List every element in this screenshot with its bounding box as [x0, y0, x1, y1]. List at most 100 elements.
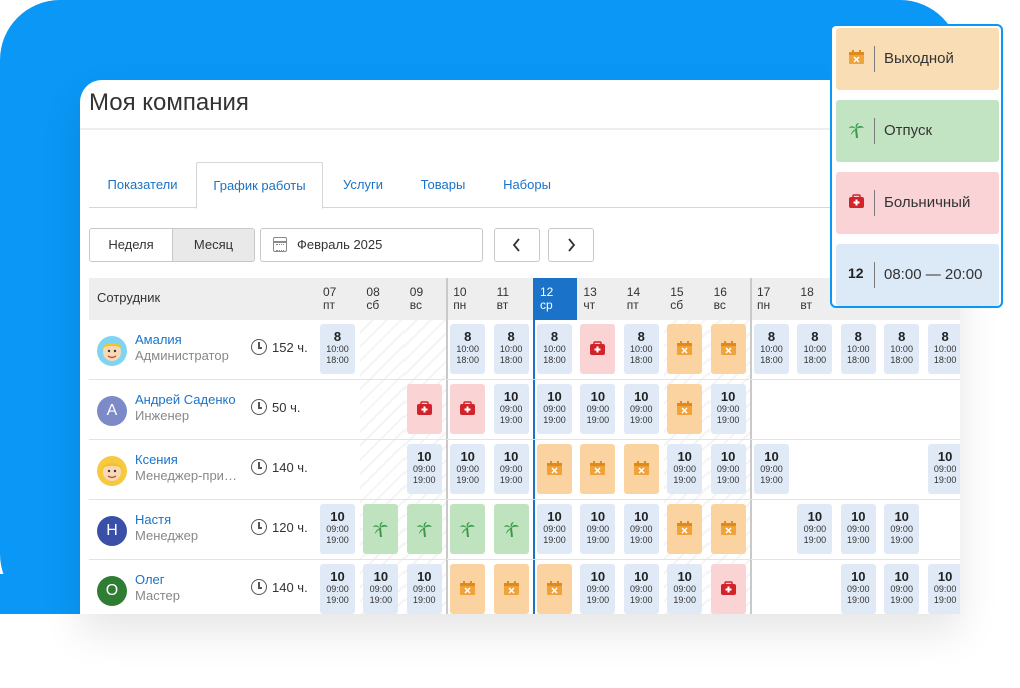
prev-period-button[interactable] [494, 228, 540, 262]
shift-cell[interactable]: 8 10:00 18:00 [320, 324, 355, 374]
shift-cell[interactable]: 8 10:00 18:00 [537, 324, 572, 374]
shift-cell[interactable]: 10 09:00 19:00 [320, 504, 355, 554]
day-off-calendar-icon [460, 581, 476, 595]
employee-name[interactable]: Ксения [135, 452, 178, 467]
shift-cell[interactable]: 10 09:00 19:00 [363, 564, 399, 614]
shift-start: 09:00 [890, 524, 913, 534]
hours-value: 50 ч. [272, 400, 301, 415]
shift-cell[interactable]: 8 10:00 18:00 [450, 324, 486, 374]
day-column-header[interactable]: 14 пт [621, 278, 664, 320]
day-off-cell[interactable] [537, 564, 572, 614]
table-row: Амалия Администратор 152 ч. 8 10:00 18:00 8 10:… [89, 320, 960, 380]
employee-name[interactable]: Олег [135, 572, 165, 587]
shift-cell[interactable]: 10 09:00 19:00 [710, 384, 746, 434]
shift-cell[interactable]: 10 09:00 19:00 [320, 564, 355, 614]
sick-leave-cell[interactable] [450, 384, 486, 434]
shift-cell[interactable]: 10 09:00 19:00 [580, 564, 616, 614]
shift-cell[interactable]: 10 09:00 19:00 [927, 444, 960, 494]
shift-cell[interactable]: 10 09:00 19:00 [927, 564, 960, 614]
day-column-header[interactable]: 13 чт [577, 278, 620, 320]
day-off-cell[interactable] [710, 504, 746, 554]
day-off-cell[interactable] [623, 444, 659, 494]
shift-cell[interactable]: 10 09:00 19:00 [493, 444, 529, 494]
shift-cell[interactable]: 10 09:00 19:00 [667, 444, 703, 494]
day-column-header[interactable]: 07 пт [317, 278, 360, 320]
vacation-cell[interactable] [363, 504, 399, 554]
day-column-header[interactable]: 12 ср [534, 278, 577, 320]
vacation-cell[interactable] [406, 504, 442, 554]
sick-leave-cell[interactable] [580, 324, 616, 374]
shift-cell[interactable]: 10 09:00 19:00 [406, 564, 442, 614]
shift-cell[interactable]: 8 10:00 18:00 [797, 324, 833, 374]
shift-hours: 10 [590, 509, 606, 524]
tab-services[interactable]: Услуги [343, 177, 383, 192]
employee-name[interactable]: Амалия [135, 332, 182, 347]
avatar[interactable]: О [97, 576, 127, 606]
shift-cell[interactable]: 10 09:00 19:00 [623, 504, 659, 554]
day-off-cell[interactable] [667, 384, 703, 434]
hours-value: 152 ч. [272, 340, 308, 355]
day-off-cell[interactable] [667, 504, 703, 554]
tab-sets[interactable]: Наборы [503, 177, 551, 192]
day-column-header[interactable]: 09 вс [404, 278, 447, 320]
vacation-cell[interactable] [450, 504, 486, 554]
shift-cell[interactable]: 8 10:00 18:00 [927, 324, 960, 374]
shift-cell[interactable]: 10 09:00 19:00 [406, 444, 442, 494]
avatar[interactable]: Н [97, 516, 127, 546]
shift-cell[interactable]: 8 10:00 18:00 [884, 324, 920, 374]
avatar[interactable] [97, 456, 127, 486]
shift-cell[interactable]: 10 09:00 19:00 [537, 384, 572, 434]
shift-start: 10:00 [890, 344, 913, 354]
avatar[interactable]: А [97, 396, 127, 426]
day-column-header[interactable]: 11 вт [491, 278, 534, 320]
shift-cell[interactable]: 10 09:00 19:00 [840, 504, 876, 554]
day-column-header[interactable]: 16 вс [708, 278, 751, 320]
vacation-cell[interactable] [493, 504, 529, 554]
tab-indicators[interactable]: Показатели [107, 177, 178, 192]
shift-cell[interactable]: 10 09:00 19:00 [580, 384, 616, 434]
day-off-cell[interactable] [710, 324, 746, 374]
day-off-cell[interactable] [667, 324, 703, 374]
shift-cell[interactable]: 10 09:00 19:00 [840, 564, 876, 614]
shift-cell[interactable]: 10 09:00 19:00 [450, 444, 486, 494]
day-column-header[interactable]: 17 пн [751, 278, 794, 320]
month-picker[interactable]: Февраль 2025 [260, 228, 483, 262]
sick-leave-cell[interactable] [406, 384, 442, 434]
day-off-cell[interactable] [493, 564, 529, 614]
day-column-header[interactable]: 10 пн [447, 278, 490, 320]
day-column-header[interactable]: 08 сб [360, 278, 403, 320]
day-off-cell[interactable] [537, 444, 572, 494]
shift-cell[interactable]: 10 09:00 19:00 [884, 564, 920, 614]
shift-cell[interactable]: 8 10:00 18:00 [840, 324, 876, 374]
employee-name[interactable]: Андрей Саденко [135, 392, 236, 407]
shift-hours: 8 [941, 329, 949, 344]
avatar[interactable] [97, 336, 127, 366]
shift-cell[interactable]: 8 10:00 18:00 [623, 324, 659, 374]
day-column-header[interactable]: 18 вт [794, 278, 837, 320]
shift-start: 10:00 [803, 344, 827, 354]
shift-cell[interactable]: 10 09:00 19:00 [493, 384, 529, 434]
month-button[interactable]: Месяц [172, 229, 254, 261]
shift-cell[interactable]: 10 09:00 19:00 [754, 444, 789, 494]
shift-cell[interactable]: 10 09:00 19:00 [537, 504, 572, 554]
shift-end: 19:00 [673, 475, 696, 485]
shift-cell[interactable]: 10 09:00 19:00 [623, 564, 659, 614]
legend-label: 08:00 — 20:00 [884, 266, 983, 283]
next-period-button[interactable] [548, 228, 594, 262]
shift-cell[interactable]: 8 10:00 18:00 [493, 324, 529, 374]
shift-cell[interactable]: 10 09:00 19:00 [710, 444, 746, 494]
shift-cell[interactable]: 8 10:00 18:00 [754, 324, 789, 374]
day-off-cell[interactable] [450, 564, 486, 614]
shift-cell[interactable]: 10 09:00 19:00 [623, 384, 659, 434]
shift-cell[interactable]: 10 09:00 19:00 [797, 504, 833, 554]
shift-cell[interactable]: 10 09:00 19:00 [667, 564, 703, 614]
tab-schedule[interactable]: График работы [196, 162, 323, 209]
tab-goods[interactable]: Товары [420, 177, 466, 192]
sick-leave-cell[interactable] [710, 564, 746, 614]
day-off-cell[interactable] [580, 444, 616, 494]
shift-cell[interactable]: 10 09:00 19:00 [580, 504, 616, 554]
day-column-header[interactable]: 15 сб [664, 278, 707, 320]
shift-cell[interactable]: 10 09:00 19:00 [884, 504, 920, 554]
week-button[interactable]: Неделя [90, 229, 172, 261]
employee-name[interactable]: Настя [135, 512, 172, 527]
